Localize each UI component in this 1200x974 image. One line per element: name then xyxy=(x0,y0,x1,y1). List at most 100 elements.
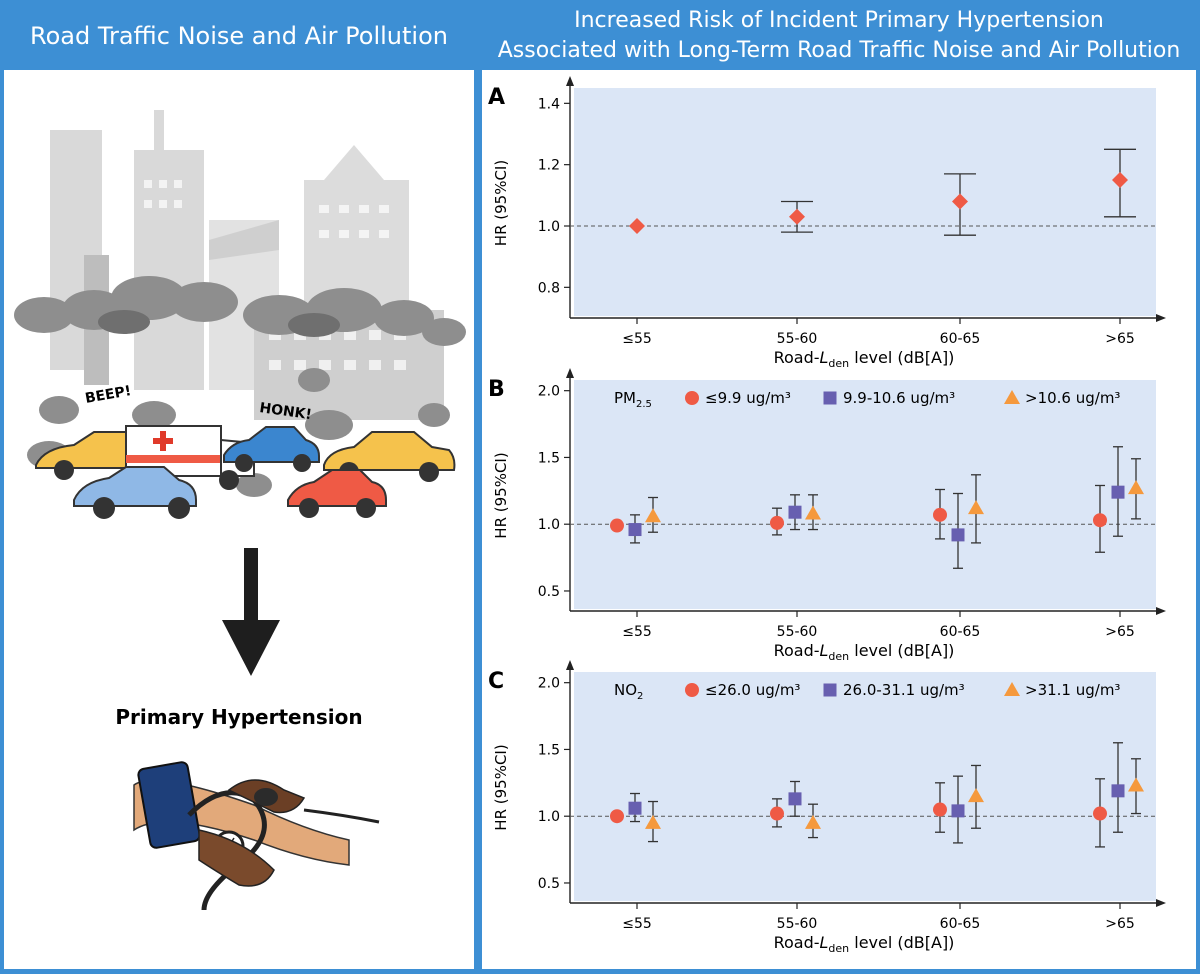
data-point xyxy=(1111,485,1125,499)
data-point xyxy=(789,208,805,225)
x-tick-label: ≤55 xyxy=(622,916,652,932)
y-tick-label: 1.4 xyxy=(538,96,560,112)
x-axis-arrow xyxy=(1156,899,1166,907)
data-point xyxy=(805,814,821,829)
data-point xyxy=(1111,784,1125,798)
panel-letter: B xyxy=(488,377,505,402)
data-point xyxy=(645,508,661,523)
traffic-illustration: BEEP! HONK! xyxy=(14,110,466,911)
plot-background xyxy=(574,88,1156,316)
right-panel-title-line2: Associated with Long-Term Road Traffic N… xyxy=(497,37,1181,63)
series-circle xyxy=(610,484,1107,553)
car-icon xyxy=(287,469,387,518)
data-point xyxy=(645,814,661,829)
right-panel-header: Increased Risk of Incident Primary Hyper… xyxy=(482,4,1196,67)
y-tick-label: 0.8 xyxy=(538,280,560,296)
right-panel: A 0.8 1.0 1.2 1.4 HR (95%CI) ≤55 55-60 60-65 >65 R… xyxy=(482,70,1196,969)
chart-panel-b: B 0.5 1.0 1.5 2.0 HR (95%CI) ≤55 55-60 60-65 >65 R… xyxy=(488,368,1166,663)
taxi-icon xyxy=(323,431,456,482)
legend: PM2.5 ≤9.9 ug/m³ 9.9-10.6 ug/m³ >10.6 ug/m³ xyxy=(614,389,1120,410)
x-axis-arrow xyxy=(1156,607,1166,615)
legend-marker xyxy=(685,391,699,405)
left-panel: BEEP! HONK! xyxy=(4,70,474,969)
x-tick-label: ≤55 xyxy=(622,624,652,640)
legend-marker xyxy=(685,683,699,697)
x-axis-label: Road-Lden level (dB[A]) xyxy=(774,348,955,370)
plot-background xyxy=(574,380,1156,609)
legend-label: 9.9-10.6 ug/m³ xyxy=(843,389,955,407)
y-tick-label: 1.5 xyxy=(538,742,560,758)
beep-text: BEEP! xyxy=(84,383,133,407)
legend-marker xyxy=(1004,390,1020,404)
data-point xyxy=(1112,172,1128,188)
plot-background xyxy=(574,672,1156,901)
hypertension-charts: A 0.8 1.0 1.2 1.4 HR (95%CI) ≤55 55-60 60-65 >65 R… xyxy=(488,76,1166,955)
chart-panel-a: A 0.8 1.0 1.2 1.4 HR (95%CI) ≤55 55-60 60-65 >65 R… xyxy=(488,76,1166,370)
legend-label: ≤9.9 ug/m³ xyxy=(705,389,791,407)
car-icon xyxy=(73,466,197,519)
y-tick-label: 2.0 xyxy=(538,676,560,692)
data-point xyxy=(770,515,784,530)
x-axis-arrow xyxy=(1156,314,1166,322)
y-axis-arrow xyxy=(566,76,574,86)
data-point xyxy=(629,218,645,234)
series-square xyxy=(628,446,1125,569)
city-buildings-icon xyxy=(50,110,444,420)
y-axis-label: HR (95%CI) xyxy=(492,452,510,538)
y-tick-label: 0.5 xyxy=(538,876,560,892)
data-point xyxy=(628,523,642,537)
panel-letter: C xyxy=(488,669,504,694)
legend-marker xyxy=(1004,682,1020,696)
x-tick-label: >65 xyxy=(1105,331,1135,347)
series-triangle xyxy=(645,458,1144,544)
data-point xyxy=(1093,806,1107,821)
legend-pollutant: PM2.5 xyxy=(614,389,652,410)
y-tick-label: 1.0 xyxy=(538,809,560,825)
data-point xyxy=(610,518,624,533)
chart-panel-c: C 0.5 1.0 1.5 2.0 HR (95%CI) ≤55 55-60 60-65 >65 R… xyxy=(488,660,1166,955)
data-point xyxy=(805,505,821,520)
y-axis-label: HR (95%CI) xyxy=(492,160,510,246)
down-arrow-icon xyxy=(222,548,280,676)
y-tick-label: 1.0 xyxy=(538,219,560,235)
blood-pressure-cuff-icon xyxy=(133,761,380,911)
y-axis-arrow xyxy=(566,660,574,670)
legend-label: >10.6 ug/m³ xyxy=(1025,389,1120,407)
y-axis-arrow xyxy=(566,368,574,378)
data-point xyxy=(951,804,965,818)
series-diamond xyxy=(629,148,1136,236)
left-panel-title: Road Traffic Noise and Air Pollution xyxy=(30,21,448,50)
series-triangle xyxy=(645,758,1144,843)
data-point xyxy=(951,528,965,542)
x-tick-label: >65 xyxy=(1105,916,1135,932)
legend-label: >31.1 ug/m³ xyxy=(1025,681,1120,699)
data-point xyxy=(952,193,968,210)
panel-letter: A xyxy=(488,85,505,110)
data-point xyxy=(933,802,947,817)
x-tick-label: ≤55 xyxy=(622,331,652,347)
data-point xyxy=(1093,513,1107,528)
data-point xyxy=(968,788,984,803)
data-point xyxy=(933,507,947,522)
legend-label: ≤26.0 ug/m³ xyxy=(705,681,800,699)
legend-marker xyxy=(823,683,837,697)
x-tick-label: 55-60 xyxy=(777,916,818,932)
legend-marker xyxy=(823,391,837,405)
x-tick-label: 55-60 xyxy=(777,624,818,640)
legend-label: 26.0-31.1 ug/m³ xyxy=(843,681,965,699)
data-point xyxy=(788,792,802,806)
honk-text: HONK! xyxy=(258,400,312,423)
y-tick-label: 1.0 xyxy=(538,517,560,533)
data-point xyxy=(968,500,984,515)
x-axis-label: Road-Lden level (dB[A]) xyxy=(774,641,955,663)
y-tick-label: 0.5 xyxy=(538,584,560,600)
data-point xyxy=(1128,480,1144,495)
legend: NO2 ≤26.0 ug/m³ 26.0-31.1 ug/m³ >31.1 ug/m³ xyxy=(614,681,1120,702)
data-point xyxy=(610,809,624,824)
x-tick-label: 60-65 xyxy=(940,916,981,932)
x-axis-label: Road-Lden level (dB[A]) xyxy=(774,933,955,955)
y-tick-label: 1.5 xyxy=(538,450,560,466)
x-tick-label: >65 xyxy=(1105,624,1135,640)
data-point xyxy=(1128,777,1144,792)
data-point xyxy=(770,806,784,821)
